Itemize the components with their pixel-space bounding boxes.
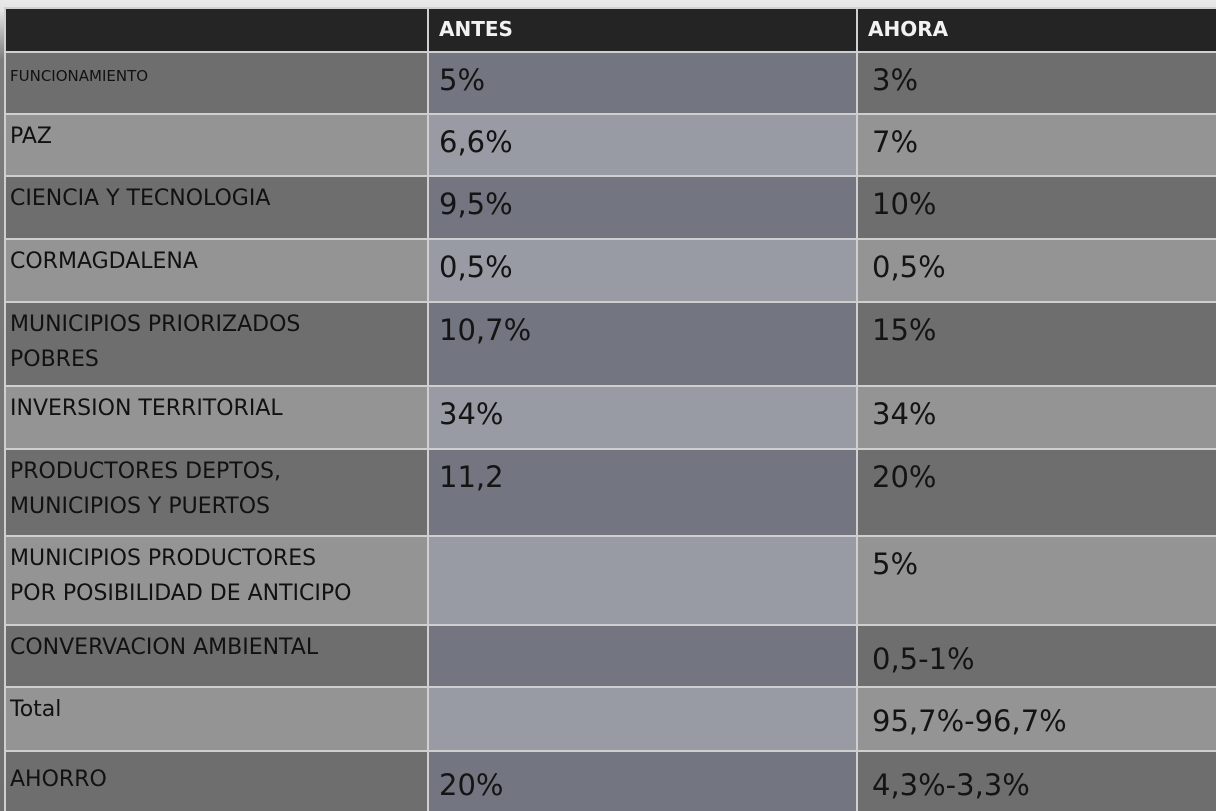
row-label: INVERSION TERRITORIAL <box>4 385 429 450</box>
row-label: MUNICIPIOS PRODUCTORES POR POSIBILIDAD D… <box>4 535 429 626</box>
table-row: CORMAGDALENA 0,5% 0,5% <box>4 238 1216 303</box>
row-ahora-value: 4,3%-3,3% <box>856 750 1216 811</box>
row-antes-value: 10,7% <box>427 301 858 387</box>
table-row: PRODUCTORES DEPTOS, MUNICIPIOS Y PUERTOS… <box>4 448 1216 537</box>
table-row: CIENCIA Y TECNOLOGIA 9,5% 10% <box>4 175 1216 240</box>
table-row: CONVERVACION AMBIENTAL 0,5-1% <box>4 624 1216 688</box>
row-antes-value <box>427 624 858 688</box>
table-row: MUNICIPIOS PRODUCTORES POR POSIBILIDAD D… <box>4 535 1216 626</box>
header-category <box>4 7 429 53</box>
row-antes-value: 11,2 <box>427 448 858 537</box>
row-ahora-value: 34% <box>856 385 1216 450</box>
row-ahora-value: 0,5-1% <box>856 624 1216 688</box>
row-label: CONVERVACION AMBIENTAL <box>4 624 429 688</box>
row-antes-value: 34% <box>427 385 858 450</box>
table-header-row: ANTES AHORA <box>4 7 1216 53</box>
row-antes-value: 9,5% <box>427 175 858 240</box>
header-antes: ANTES <box>427 7 858 53</box>
row-antes-value <box>427 686 858 752</box>
table-row: MUNICIPIOS PRIORIZADOS POBRES 10,7% 15% <box>4 301 1216 387</box>
row-label: CIENCIA Y TECNOLOGIA <box>4 175 429 240</box>
row-antes-value: 20% <box>427 750 858 811</box>
row-label: Total <box>4 686 429 752</box>
row-label: CORMAGDALENA <box>4 238 429 303</box>
row-antes-value: 6,6% <box>427 113 858 177</box>
table-row: Total 95,7%-96,7% <box>4 686 1216 752</box>
header-ahora: AHORA <box>856 7 1216 53</box>
row-ahora-value: 7% <box>856 113 1216 177</box>
table-row: PAZ 6,6% 7% <box>4 113 1216 177</box>
row-ahora-value: 20% <box>856 448 1216 537</box>
table-row: INVERSION TERRITORIAL 34% 34% <box>4 385 1216 450</box>
row-ahora-value: 0,5% <box>856 238 1216 303</box>
row-label: MUNICIPIOS PRIORIZADOS POBRES <box>4 301 429 387</box>
budget-comparison-table: ANTES AHORA FUNCIONAMIENTO 5% 3% PAZ 6,6… <box>4 7 1216 811</box>
row-label: FUNCIONAMIENTO <box>4 51 429 115</box>
row-antes-value: 0,5% <box>427 238 858 303</box>
row-ahora-value: 5% <box>856 535 1216 626</box>
row-ahora-value: 3% <box>856 51 1216 115</box>
row-label: PRODUCTORES DEPTOS, MUNICIPIOS Y PUERTOS <box>4 448 429 537</box>
row-label: AHORRO <box>4 750 429 811</box>
row-antes-value: 5% <box>427 51 858 115</box>
row-ahora-value: 15% <box>856 301 1216 387</box>
table-row: FUNCIONAMIENTO 5% 3% <box>4 51 1216 115</box>
row-label: PAZ <box>4 113 429 177</box>
row-antes-value <box>427 535 858 626</box>
row-ahora-value: 10% <box>856 175 1216 240</box>
row-ahora-value: 95,7%-96,7% <box>856 686 1216 752</box>
table-row: AHORRO 20% 4,3%-3,3% <box>4 750 1216 811</box>
